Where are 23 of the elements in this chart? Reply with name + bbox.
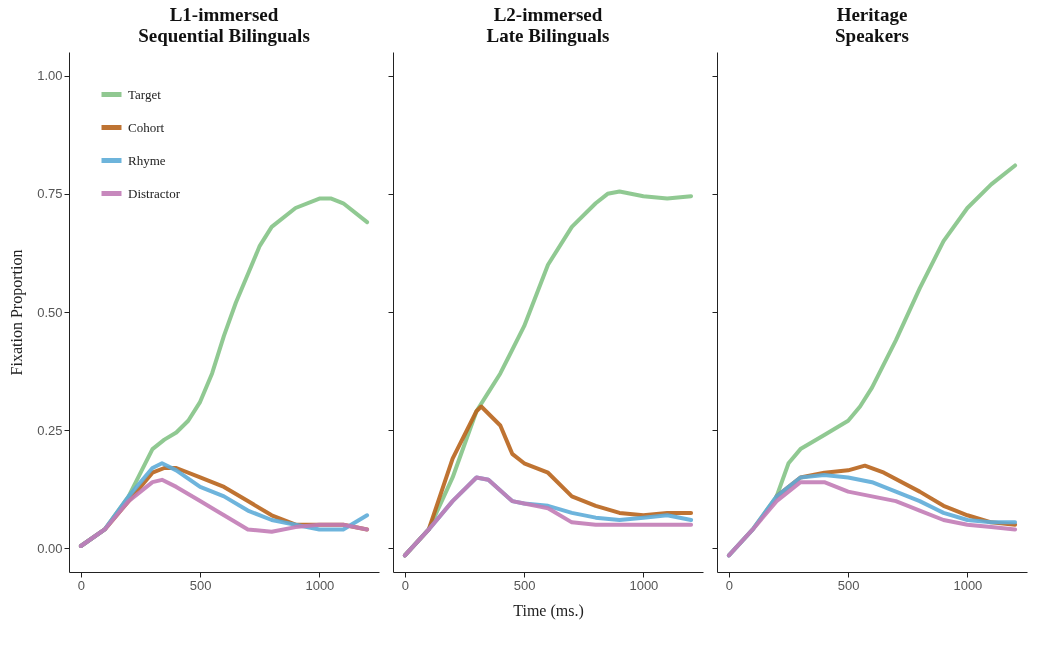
chart-title: Heritage Speakers (835, 4, 909, 46)
y-tick-label: 0.25 (37, 422, 63, 438)
y-tick-label: 0.00 (37, 540, 63, 556)
y-axis-title: Fixation Proportion (8, 249, 27, 376)
x-tick-label: 500 (189, 577, 212, 593)
legend-label: Target (128, 86, 162, 102)
x-tick-label: 500 (513, 577, 536, 593)
chart-title: L1-immersed Sequential Bilinguals (138, 4, 310, 46)
y-tick-label: 1.00 (37, 68, 63, 84)
x-tick-label: 500 (837, 577, 860, 593)
x-tick-label: 0 (725, 577, 734, 593)
x-axis-title: Time (ms.) (513, 601, 584, 620)
x-tick-label: 1000 (629, 577, 659, 593)
y-tick-label: 0.75 (37, 186, 63, 202)
x-tick-label: 0 (401, 577, 410, 593)
x-tick-label: 1000 (953, 577, 983, 593)
x-tick-label: 1000 (305, 577, 335, 593)
x-tick-label: 0 (77, 577, 86, 593)
legend-label: Distractor (128, 185, 181, 201)
legend-label: Cohort (128, 119, 165, 135)
legend-label: Rhyme (128, 152, 166, 168)
chart-title: L2-immersed Late Bilinguals (486, 4, 610, 46)
y-tick-label: 0.50 (37, 304, 63, 320)
